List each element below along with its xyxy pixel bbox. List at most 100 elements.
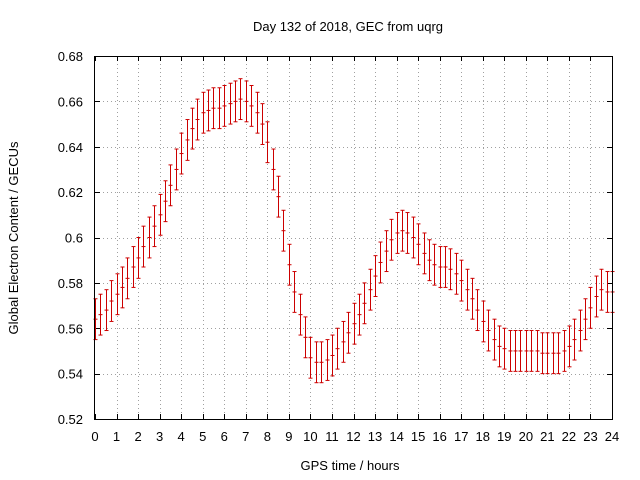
error-bar xyxy=(357,293,362,336)
error-bar xyxy=(545,332,550,375)
error-bar xyxy=(276,175,281,218)
error-bar xyxy=(416,223,421,266)
error-bar xyxy=(540,332,545,375)
error-bar xyxy=(567,325,572,368)
error-bar xyxy=(502,327,507,370)
y-tick-label: 0.68 xyxy=(58,49,83,64)
error-bar xyxy=(524,330,529,372)
error-bar xyxy=(378,241,383,284)
x-tick-label: 10 xyxy=(303,429,317,444)
error-bar xyxy=(131,246,136,288)
error-bar xyxy=(384,230,389,273)
x-tick-labels: 0 1 2 3 4 5 6 7 8 9 10 11 12 13 14 15 16 17 18 19 20 21 22 23 24 xyxy=(91,429,619,444)
error-bar xyxy=(158,193,163,236)
x-tick-label: 23 xyxy=(583,429,597,444)
gec-series xyxy=(93,78,615,384)
error-bar xyxy=(551,332,556,375)
error-bar xyxy=(400,209,405,252)
x-tick-label: 12 xyxy=(346,429,360,444)
grid xyxy=(95,56,612,419)
x-tick-label: 24 xyxy=(605,429,619,444)
error-bar xyxy=(168,164,173,207)
axis-ticks xyxy=(95,56,613,420)
error-bar xyxy=(163,180,168,223)
error-bar xyxy=(217,87,222,130)
error-bar xyxy=(562,330,567,372)
error-bar xyxy=(211,87,216,130)
y-tick-label: 0.54 xyxy=(58,367,83,382)
error-bar xyxy=(287,243,292,286)
error-bar xyxy=(228,82,233,125)
x-tick-label: 8 xyxy=(264,429,271,444)
error-bar xyxy=(238,78,243,121)
error-bar xyxy=(578,309,583,352)
error-bar xyxy=(281,209,286,252)
error-bar xyxy=(120,266,125,309)
error-bar xyxy=(588,286,593,329)
error-bar xyxy=(513,330,518,372)
error-bar xyxy=(465,268,470,311)
x-tick-label: 11 xyxy=(325,429,339,444)
error-bar xyxy=(303,316,308,359)
y-tick-label: 0.58 xyxy=(58,276,83,291)
x-tick-label: 9 xyxy=(285,429,292,444)
y-tick-labels: 0.52 0.54 0.56 0.58 0.6 0.62 0.64 0.66 0.68 xyxy=(58,49,83,427)
y-tick-label: 0.62 xyxy=(58,185,83,200)
x-tick-label: 16 xyxy=(432,429,446,444)
x-tick-label: 7 xyxy=(242,429,249,444)
error-bar xyxy=(352,302,357,345)
error-bar xyxy=(448,248,453,291)
error-bar xyxy=(341,320,346,363)
error-bar xyxy=(314,341,319,384)
x-tick-label: 1 xyxy=(113,429,120,444)
error-bar xyxy=(201,91,206,134)
error-bar xyxy=(190,107,195,150)
x-tick-label: 13 xyxy=(368,429,382,444)
y-axis-label: Global Electron Content / GECUs xyxy=(6,141,21,334)
error-bar xyxy=(518,330,523,372)
error-bar xyxy=(136,237,141,279)
error-bar xyxy=(255,91,260,134)
error-bar xyxy=(470,277,475,320)
error-bar xyxy=(152,205,157,248)
error-bar xyxy=(454,252,459,295)
error-bar xyxy=(486,309,491,352)
x-tick-label: 3 xyxy=(156,429,163,444)
error-bar xyxy=(362,282,367,325)
error-bar xyxy=(481,300,486,343)
error-bar xyxy=(572,318,577,361)
x-axis-label: GPS time / hours xyxy=(301,458,400,473)
error-bar xyxy=(497,325,502,368)
x-tick-label: 2 xyxy=(134,429,141,444)
error-bar xyxy=(422,232,427,275)
x-tick-label: 6 xyxy=(221,429,228,444)
error-bar xyxy=(335,327,340,370)
error-bar xyxy=(260,103,265,145)
error-bar xyxy=(583,298,588,341)
error-bar xyxy=(195,98,200,141)
error-bar xyxy=(174,148,179,191)
y-tick-label: 0.66 xyxy=(58,94,83,109)
x-tick-label: 5 xyxy=(199,429,206,444)
error-bar xyxy=(346,311,351,354)
error-bar xyxy=(443,246,448,288)
error-bar xyxy=(222,84,227,127)
y-tick-label: 0.6 xyxy=(65,231,83,246)
error-bar xyxy=(438,246,443,288)
error-bar xyxy=(98,293,103,336)
y-tick-label: 0.52 xyxy=(58,412,83,427)
error-bar xyxy=(125,257,130,300)
error-bar xyxy=(605,271,610,313)
error-bar xyxy=(104,289,109,332)
error-bar xyxy=(141,225,146,268)
error-bar xyxy=(535,330,540,372)
y-tick-label: 0.64 xyxy=(58,140,83,155)
error-bar xyxy=(249,84,254,127)
plot-frame xyxy=(94,56,613,420)
error-bar xyxy=(265,121,270,164)
error-bar xyxy=(298,293,303,336)
error-bar xyxy=(459,259,464,302)
error-bar xyxy=(368,268,373,311)
error-bar xyxy=(115,273,120,316)
error-bar xyxy=(405,212,410,254)
